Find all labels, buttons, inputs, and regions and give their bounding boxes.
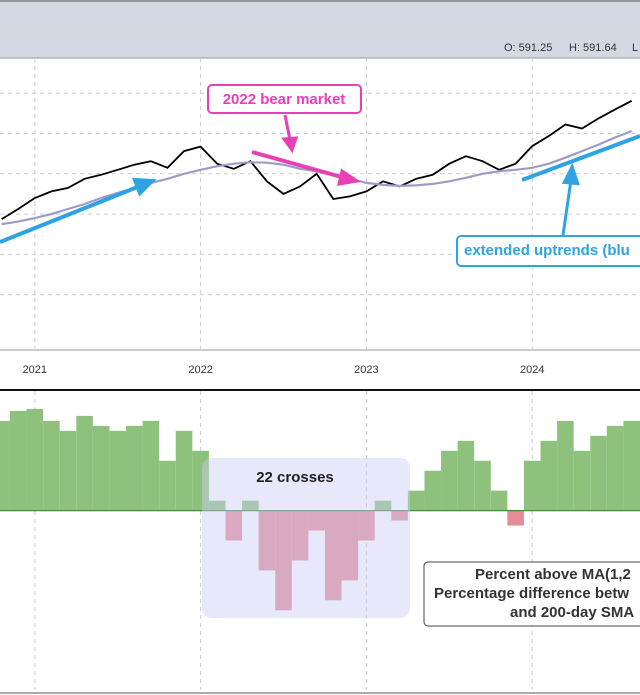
annotation: and 200-day SMA xyxy=(510,604,634,621)
histogram-bar xyxy=(192,450,209,511)
histogram-bar xyxy=(109,430,127,511)
arrow-head xyxy=(337,168,361,186)
histogram-bar xyxy=(358,510,375,541)
histogram-bar xyxy=(59,430,77,511)
arrow xyxy=(283,114,292,141)
histogram-bar xyxy=(590,435,607,511)
arrows xyxy=(251,114,361,186)
histogram-bar xyxy=(474,460,491,511)
annotation: Percent above MA(1,2 xyxy=(475,566,631,583)
histogram-bar xyxy=(606,425,624,511)
histogram-bar xyxy=(573,450,591,511)
x-tick-label: 2024 xyxy=(520,364,544,376)
histogram-bar xyxy=(258,510,276,571)
histogram-bar xyxy=(208,500,226,511)
arrow xyxy=(561,179,573,236)
arrows xyxy=(0,134,640,244)
histogram-bar xyxy=(324,510,342,601)
arrow xyxy=(521,134,640,182)
arrow-head xyxy=(281,136,299,154)
price-line xyxy=(1,100,633,220)
histogram-bar xyxy=(457,440,475,511)
arrow-head xyxy=(561,162,580,186)
histogram-bar xyxy=(9,410,27,511)
histogram-bar xyxy=(407,490,425,511)
arrow xyxy=(0,184,141,244)
histogram-bar xyxy=(424,470,442,511)
highlight-box xyxy=(202,458,410,618)
histogram-pane xyxy=(0,391,640,690)
histogram-bar xyxy=(225,510,243,541)
histogram-bar xyxy=(540,440,558,511)
x-tick-label: 2023 xyxy=(354,364,378,376)
low-label: L xyxy=(632,42,638,54)
histogram-bar xyxy=(0,420,10,511)
histogram-bar xyxy=(76,415,93,511)
annotation: 2022 bear market xyxy=(223,91,346,108)
histogram-bar xyxy=(291,510,309,561)
header-bar xyxy=(0,0,640,58)
histogram-bar xyxy=(92,425,110,511)
histogram-bar xyxy=(142,420,160,511)
histogram-bar xyxy=(341,510,359,581)
annotation: Percentage difference betw xyxy=(434,585,629,602)
histogram-bar xyxy=(557,420,574,511)
arrow xyxy=(251,150,346,180)
high-label: H: 591.64 xyxy=(569,42,617,54)
price-line xyxy=(1,129,633,226)
histogram-bar xyxy=(523,460,541,511)
annotations: 22 crosses Percent above MA(1,2 Percenta… xyxy=(0,84,640,627)
histogram-bar xyxy=(391,510,408,521)
histogram-bar xyxy=(26,408,44,511)
note-box xyxy=(207,84,362,114)
histogram-bar xyxy=(490,490,508,511)
arrow-head xyxy=(132,177,157,197)
annotation: extended uptrends (blu xyxy=(464,242,630,259)
note-box xyxy=(456,235,640,267)
histogram-bar xyxy=(43,420,60,511)
histogram-bar xyxy=(275,510,292,611)
x-tick-label: 2022 xyxy=(188,364,212,376)
histogram-bar xyxy=(159,460,176,511)
histogram-bar xyxy=(623,420,640,511)
histogram-bar xyxy=(175,430,193,511)
histogram-bar xyxy=(308,510,325,531)
histogram-bar xyxy=(374,500,392,511)
x-tick-label: 2021 xyxy=(23,364,47,376)
histogram-bar xyxy=(126,425,143,511)
histogram-bar xyxy=(441,450,458,511)
histogram-bar xyxy=(507,510,524,526)
note-box xyxy=(423,561,640,627)
histogram-bar xyxy=(242,500,259,511)
open-label: O: 591.25 xyxy=(504,42,552,54)
annotation: 22 crosses xyxy=(256,469,334,486)
